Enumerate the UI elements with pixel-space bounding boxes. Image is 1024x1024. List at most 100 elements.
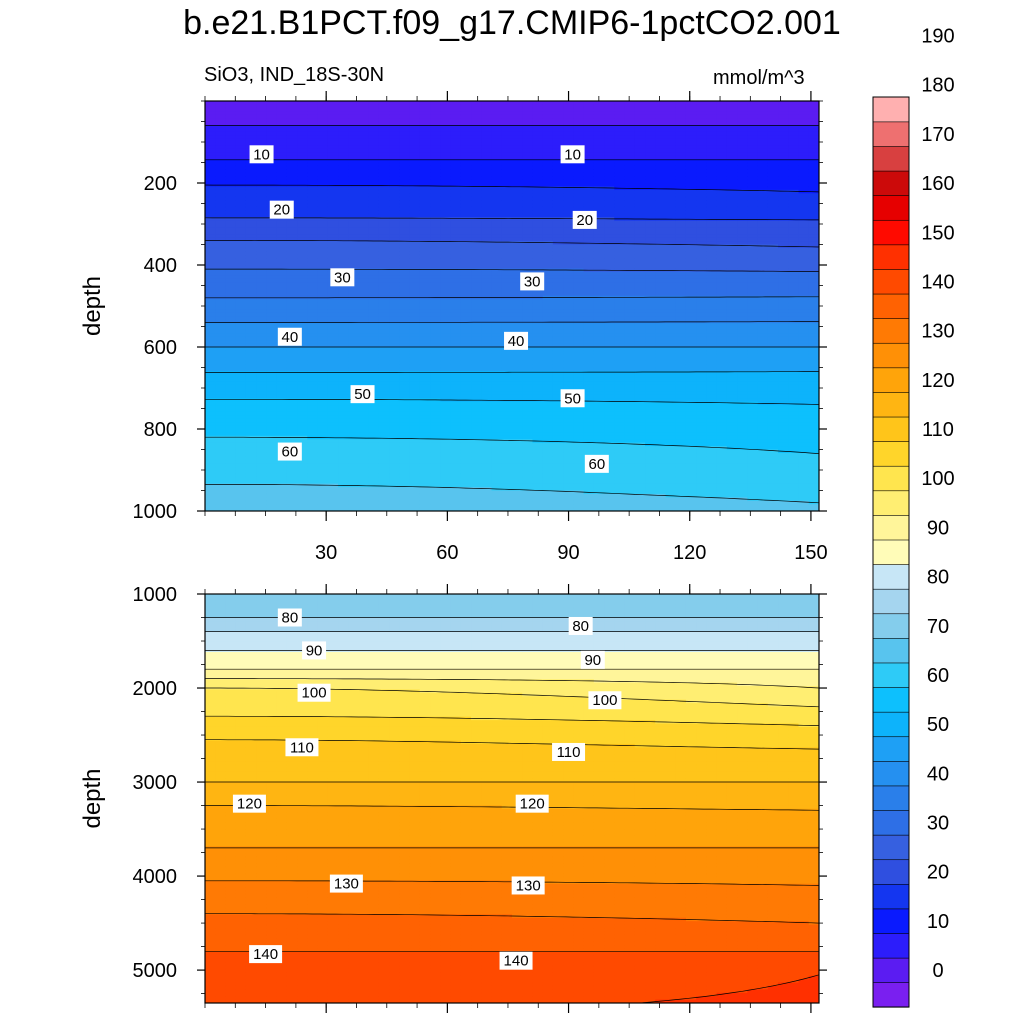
contour-fill-cell bbox=[389, 367, 401, 372]
contour-fill-cell bbox=[225, 138, 237, 143]
contour-fill-cell bbox=[317, 268, 329, 273]
contour-fill-cell bbox=[205, 302, 216, 307]
contour-fill-cell bbox=[276, 220, 288, 225]
contour-fill-cell bbox=[614, 493, 626, 498]
contour-fill-cell bbox=[409, 220, 421, 225]
contour-fill-cell bbox=[389, 121, 401, 126]
contour-fill-cell bbox=[593, 224, 605, 229]
contour-fill-cell bbox=[266, 370, 278, 375]
contour-fill-cell bbox=[481, 435, 493, 440]
contour-fill-cell bbox=[327, 429, 339, 434]
contour-fill-cell bbox=[378, 377, 390, 382]
contour-fill-cell bbox=[460, 227, 472, 232]
contour-fill-cell bbox=[501, 326, 513, 331]
contour-fill-cell bbox=[450, 159, 462, 164]
contour-fill-cell bbox=[542, 299, 554, 304]
contour-fill-cell bbox=[215, 353, 227, 358]
contour-fill-cell bbox=[460, 394, 472, 399]
contour-fill-cell bbox=[358, 319, 370, 324]
contour-fill-cell bbox=[338, 128, 349, 133]
contour-fill-cell bbox=[430, 152, 441, 157]
contour-fill-cell bbox=[389, 490, 401, 495]
contour-fill-cell bbox=[327, 217, 339, 222]
contour-fill-cell bbox=[440, 429, 452, 434]
contour-fill-cell bbox=[409, 227, 421, 232]
contour-fill-cell bbox=[307, 118, 319, 123]
contour-fill-cell bbox=[307, 302, 319, 307]
contour-fill-cell bbox=[481, 370, 493, 375]
contour-fill-cell bbox=[409, 165, 421, 170]
contour-fill-cell bbox=[542, 463, 554, 468]
contour-fill-cell bbox=[266, 128, 278, 133]
contour-fill-cell bbox=[512, 405, 523, 410]
contour-fill-cell bbox=[389, 323, 401, 328]
contour-fill-cell bbox=[501, 176, 513, 181]
contour-fill-cell bbox=[604, 288, 615, 293]
contour-fill-cell bbox=[430, 107, 441, 112]
contour-fill-cell bbox=[471, 347, 482, 352]
contour-fill-cell bbox=[604, 292, 615, 297]
contour-fill-cell bbox=[552, 347, 564, 352]
contour-fill-cell bbox=[552, 374, 564, 379]
contour-fill-cell bbox=[450, 114, 462, 119]
contour-fill-cell bbox=[358, 107, 370, 112]
contour-fill-cell bbox=[205, 172, 216, 177]
contour-fill-cell bbox=[583, 107, 595, 112]
contour-fill-cell bbox=[450, 135, 462, 140]
contour-fill-cell bbox=[583, 350, 595, 355]
contour-fill-cell bbox=[614, 374, 626, 379]
contour-fill-cell bbox=[450, 480, 462, 485]
contour-fill-cell bbox=[471, 203, 482, 208]
contour-fill-cell bbox=[297, 189, 308, 194]
contour-fill-cell bbox=[276, 118, 288, 123]
contour-fill-cell bbox=[358, 258, 370, 263]
contour-fill-cell bbox=[481, 138, 493, 143]
contour-fill-cell bbox=[593, 145, 605, 150]
contour-fill-cell bbox=[358, 343, 370, 348]
contour-fill-cell bbox=[378, 183, 390, 188]
contour-fill-cell bbox=[481, 476, 493, 481]
contour-fill-cell bbox=[440, 135, 452, 140]
contour-fill-cell bbox=[491, 442, 503, 447]
contour-fill-cell bbox=[440, 507, 452, 511]
contour-fill-cell bbox=[542, 456, 554, 461]
contour-fill-cell bbox=[491, 299, 503, 304]
contour-fill-cell bbox=[583, 285, 595, 290]
contour-fill-cell bbox=[573, 384, 585, 389]
contour-fill-cell bbox=[409, 391, 421, 396]
contour-fill-cell bbox=[409, 288, 421, 293]
contour-fill-cell bbox=[399, 408, 411, 413]
contour-fill-cell bbox=[440, 210, 452, 215]
contour-fill-cell bbox=[440, 357, 452, 362]
contour-fill-cell bbox=[215, 244, 227, 249]
contour-fill-cell bbox=[297, 152, 308, 157]
contour-fill-cell bbox=[225, 480, 237, 485]
contour-fill-cell bbox=[583, 336, 595, 341]
contour-fill-cell bbox=[256, 370, 267, 375]
contour-fill-cell bbox=[266, 196, 278, 201]
contour-fill-cell bbox=[501, 353, 513, 358]
contour-fill-cell bbox=[286, 384, 298, 389]
contour-fill-cell bbox=[307, 377, 319, 382]
contour-fill-cell bbox=[604, 220, 615, 225]
contour-fill-cell bbox=[276, 101, 288, 106]
contour-fill-cell bbox=[358, 268, 370, 273]
contour-fill-cell bbox=[276, 271, 288, 276]
contour-fill-cell bbox=[430, 480, 441, 485]
contour-fill-cell bbox=[368, 278, 380, 283]
contour-fill-cell bbox=[286, 350, 298, 355]
contour-fill-cell bbox=[614, 292, 626, 297]
contour-fill-cell bbox=[286, 374, 298, 379]
contour-fill-cell bbox=[358, 333, 370, 338]
contour-fill-cell bbox=[266, 347, 278, 352]
contour-fill-cell bbox=[522, 104, 534, 109]
contour-fill-cell bbox=[604, 381, 615, 386]
contour-fill-cell bbox=[245, 254, 257, 259]
contour-fill-cell bbox=[593, 340, 605, 345]
contour-fill-cell bbox=[297, 292, 308, 297]
contour-fill-cell bbox=[389, 206, 401, 211]
contour-fill-cell bbox=[266, 186, 278, 191]
contour-fill-cell bbox=[624, 261, 636, 266]
contour-fill-cell bbox=[399, 446, 411, 451]
contour-fill-cell bbox=[338, 377, 349, 382]
